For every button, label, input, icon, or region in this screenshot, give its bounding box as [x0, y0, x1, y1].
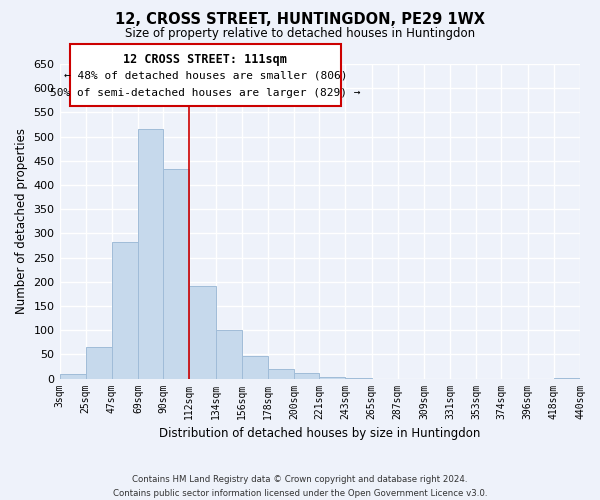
Bar: [112, 242, 138, 378]
Text: ← 48% of detached houses are smaller (806): ← 48% of detached houses are smaller (80…: [64, 70, 347, 81]
Bar: [163, 169, 190, 378]
Bar: [138, 129, 163, 378]
Bar: [319, 377, 346, 378]
Bar: [86, 347, 112, 378]
Bar: [242, 356, 268, 378]
Bar: [190, 286, 215, 378]
Bar: [215, 330, 242, 378]
Text: 50% of semi-detached houses are larger (829) →: 50% of semi-detached houses are larger (…: [50, 88, 361, 98]
Text: 12, CROSS STREET, HUNTINGDON, PE29 1WX: 12, CROSS STREET, HUNTINGDON, PE29 1WX: [115, 12, 485, 28]
Text: Size of property relative to detached houses in Huntingdon: Size of property relative to detached ho…: [125, 28, 475, 40]
Bar: [268, 370, 294, 378]
Text: 12 CROSS STREET: 111sqm: 12 CROSS STREET: 111sqm: [124, 53, 287, 66]
Bar: [294, 373, 319, 378]
Y-axis label: Number of detached properties: Number of detached properties: [15, 128, 28, 314]
Text: Contains HM Land Registry data © Crown copyright and database right 2024.
Contai: Contains HM Land Registry data © Crown c…: [113, 476, 487, 498]
X-axis label: Distribution of detached houses by size in Huntingdon: Distribution of detached houses by size …: [159, 427, 481, 440]
FancyBboxPatch shape: [70, 44, 341, 106]
Bar: [59, 374, 86, 378]
